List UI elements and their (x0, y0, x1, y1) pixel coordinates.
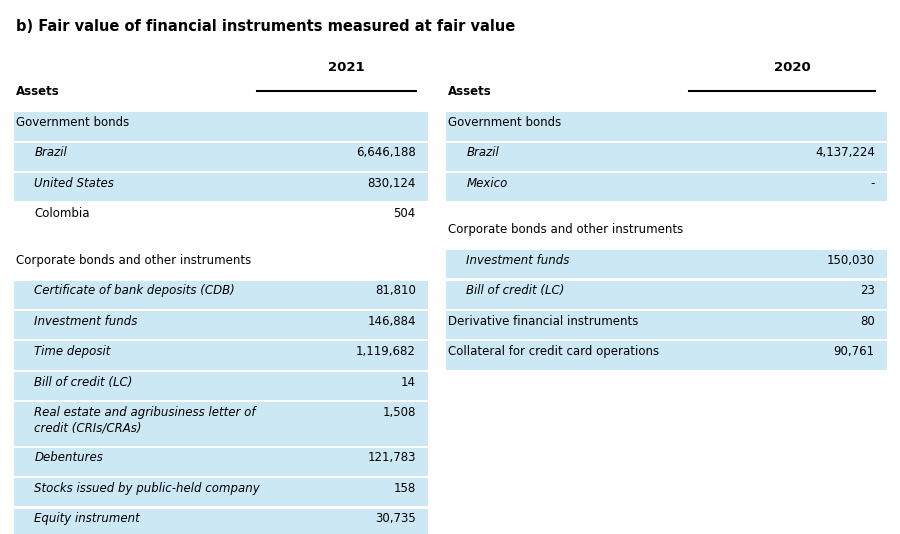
Text: 150,030: 150,030 (827, 254, 875, 267)
Text: 81,810: 81,810 (375, 284, 416, 297)
Text: 4,137,224: 4,137,224 (814, 146, 875, 160)
Text: Stocks issued by public-held company: Stocks issued by public-held company (34, 482, 260, 495)
Text: Corporate bonds and other instruments: Corporate bonds and other instruments (16, 254, 251, 267)
FancyBboxPatch shape (14, 508, 427, 534)
FancyBboxPatch shape (446, 173, 886, 201)
FancyBboxPatch shape (14, 447, 427, 476)
Text: Government bonds: Government bonds (16, 116, 130, 129)
FancyBboxPatch shape (446, 143, 886, 171)
FancyBboxPatch shape (14, 280, 427, 309)
Text: Equity instrument: Equity instrument (34, 512, 140, 525)
Text: Assets: Assets (16, 85, 60, 98)
Text: 30,735: 30,735 (375, 512, 416, 525)
Text: 504: 504 (393, 207, 416, 221)
Text: Investment funds: Investment funds (34, 315, 138, 328)
Text: 14: 14 (400, 375, 416, 389)
Text: Brazil: Brazil (466, 146, 499, 160)
Text: Debentures: Debentures (34, 451, 104, 465)
Text: 121,783: 121,783 (367, 451, 416, 465)
Text: 2020: 2020 (774, 61, 810, 74)
Text: 2021: 2021 (328, 61, 364, 74)
FancyBboxPatch shape (14, 112, 427, 140)
Text: United States: United States (34, 177, 114, 190)
Text: Brazil: Brazil (34, 146, 67, 160)
Text: Certificate of bank deposits (CDB): Certificate of bank deposits (CDB) (34, 284, 235, 297)
FancyBboxPatch shape (14, 341, 427, 370)
FancyBboxPatch shape (14, 478, 427, 506)
Text: 80: 80 (860, 315, 875, 328)
FancyBboxPatch shape (446, 280, 886, 309)
FancyBboxPatch shape (14, 143, 427, 171)
Text: Time deposit: Time deposit (34, 345, 111, 358)
Text: 146,884: 146,884 (367, 315, 416, 328)
FancyBboxPatch shape (14, 173, 427, 201)
Text: Collateral for credit card operations: Collateral for credit card operations (448, 345, 660, 358)
Text: Derivative financial instruments: Derivative financial instruments (448, 315, 639, 328)
FancyBboxPatch shape (14, 402, 427, 445)
Text: 158: 158 (393, 482, 416, 495)
Text: Government bonds: Government bonds (448, 116, 562, 129)
FancyBboxPatch shape (14, 372, 427, 400)
Text: Bill of credit (LC): Bill of credit (LC) (466, 284, 564, 297)
Text: Colombia: Colombia (34, 207, 90, 221)
Text: -: - (870, 177, 875, 190)
Text: Mexico: Mexico (466, 177, 508, 190)
FancyBboxPatch shape (446, 311, 886, 339)
Text: 1,119,682: 1,119,682 (356, 345, 416, 358)
Text: 23: 23 (860, 284, 875, 297)
Text: Real estate and agribusiness letter of
credit (CRIs/CRAs): Real estate and agribusiness letter of c… (34, 406, 256, 435)
Text: Investment funds: Investment funds (466, 254, 570, 267)
Text: 1,508: 1,508 (382, 406, 416, 419)
Text: b) Fair value of financial instruments measured at fair value: b) Fair value of financial instruments m… (16, 19, 516, 34)
Text: 830,124: 830,124 (367, 177, 416, 190)
FancyBboxPatch shape (446, 341, 886, 370)
Text: Corporate bonds and other instruments: Corporate bonds and other instruments (448, 223, 683, 237)
Text: Assets: Assets (448, 85, 492, 98)
Text: 6,646,188: 6,646,188 (356, 146, 416, 160)
Text: 90,761: 90,761 (833, 345, 875, 358)
FancyBboxPatch shape (446, 250, 886, 278)
FancyBboxPatch shape (446, 112, 886, 140)
FancyBboxPatch shape (14, 311, 427, 339)
Text: Bill of credit (LC): Bill of credit (LC) (34, 375, 132, 389)
